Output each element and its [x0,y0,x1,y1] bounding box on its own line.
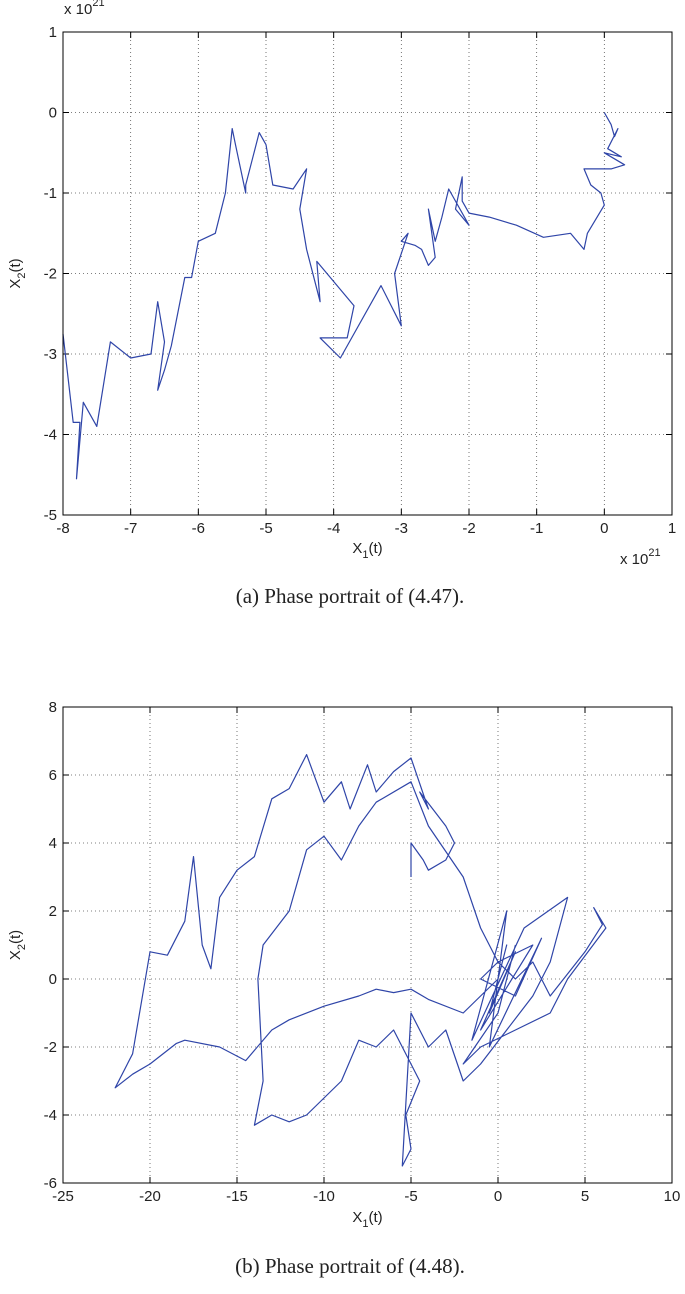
y-tick-label: 2 [49,903,57,920]
x-tick-label: -7 [124,520,137,537]
x-tick-label: -8 [56,520,69,537]
x-tick-label: -1 [530,520,543,537]
y-axis-label-part: X [7,950,24,960]
axes-box [62,31,673,516]
y-tick-label: 6 [49,767,57,784]
trajectory [114,754,607,1167]
axes-box [62,706,673,1184]
x-tick-label: -4 [327,520,340,537]
y-axis-label-part: 2 [16,944,28,950]
trajectory [62,112,626,480]
x-multiplier-part: 21 [648,547,660,559]
y-multiplier-part: 21 [92,0,104,9]
y-tick-label: -6 [44,1175,57,1192]
x-tick-label: -5 [259,520,272,537]
y-axis-label: X2(t) [7,930,28,960]
y-tick-label: -2 [44,266,57,283]
y-tick-label: -3 [44,346,57,363]
x-tick-label: -5 [404,1188,417,1205]
x-axis-label-part: X [352,540,362,557]
y-axis-label-part: (t) [7,930,24,944]
x-axis-label-part: X [352,1209,362,1226]
x-axis-label-part: (t) [368,1209,382,1226]
x-axis-label-part: 1 [362,1218,368,1230]
y-tick-label: 4 [49,835,57,852]
x-tick-label: -15 [226,1188,248,1205]
x-multiplier-part: x 10 [620,551,648,568]
x-multiplier: x 1021 [620,547,661,568]
x-tick-label: -6 [192,520,205,537]
x-tick-label: -10 [313,1188,335,1205]
y-multiplier: x 1021 [64,0,105,18]
x-tick-label: 0 [600,520,608,537]
x-axis-label-part: (t) [368,540,382,557]
caption: (a) Phase portrait of (4.47). [236,584,465,608]
x-tick-label: 0 [494,1188,502,1205]
x-tick-label: 1 [668,520,676,537]
x-tick-label: 10 [664,1188,681,1205]
x-tick-label: -3 [395,520,408,537]
y-tick-label: -5 [44,507,57,524]
x-tick-label: -2 [462,520,475,537]
y-tick-label: 8 [49,699,57,716]
caption: (b) Phase portrait of (4.48). [235,1254,465,1278]
x-axis-label: X1(t) [352,1209,382,1230]
x-tick-label: -20 [139,1188,161,1205]
y-tick-label: -4 [44,1107,57,1124]
y-axis-label: X2(t) [7,258,28,288]
x-tick-label: -25 [52,1188,74,1205]
y-tick-label: 0 [49,105,57,122]
y-axis-label-part: X [7,279,24,289]
x-tick-label: 5 [581,1188,589,1205]
y-tick-label: -1 [44,185,57,202]
x-axis-label-part: 1 [362,549,368,561]
y-axis-label-part: (t) [7,258,24,272]
y-tick-label: 0 [49,971,57,988]
x-axis-label: X1(t) [352,540,382,561]
y-tick-label: -2 [44,1039,57,1056]
y-tick-label: 1 [49,24,57,41]
y-axis-label-part: 2 [16,273,28,279]
plot-area [63,707,672,1183]
y-tick-label: -4 [44,427,57,444]
y-multiplier-part: x 10 [64,1,92,18]
